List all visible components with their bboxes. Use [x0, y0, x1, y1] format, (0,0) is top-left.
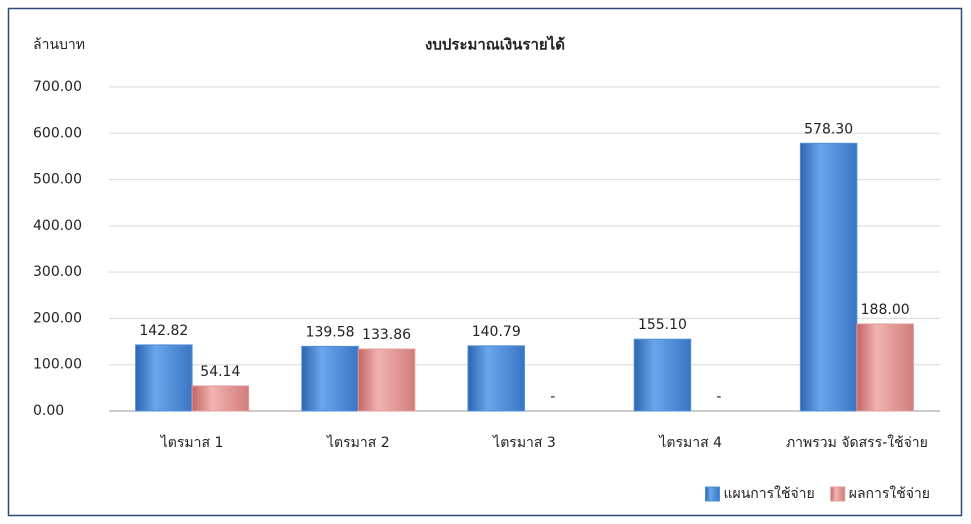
bar — [856, 323, 914, 412]
bar — [633, 338, 692, 412]
bar — [799, 142, 858, 412]
x-tick-label: ไตรมาส 2 — [326, 434, 390, 451]
bar — [301, 345, 359, 412]
legend-swatch — [830, 486, 846, 502]
chart-title: งบประมาณเงินรายได้ — [425, 35, 565, 54]
bar — [191, 385, 250, 412]
data-label: 133.86 — [362, 327, 411, 343]
data-label: - — [716, 389, 721, 405]
y-tick-label: 600.00 — [33, 125, 82, 141]
y-tick-label: 400.00 — [33, 218, 82, 234]
bar — [135, 344, 193, 412]
legend-label: แผนการใช้จ่าย — [723, 485, 814, 502]
data-label: 140.79 — [472, 324, 521, 340]
data-label: 139.58 — [306, 324, 355, 340]
bar — [357, 348, 416, 412]
data-label: - — [550, 389, 555, 405]
data-label: 188.00 — [861, 302, 910, 318]
data-label: 155.10 — [638, 317, 687, 333]
x-tick-label: ไตรมาส 3 — [492, 434, 556, 451]
x-tick-label: ไตรมาส 4 — [658, 434, 722, 451]
x-tick-label: ภาพรวม จัดสรร-ใช้จ่าย — [786, 434, 928, 451]
x-tick-label: ไตรมาส 1 — [160, 434, 224, 451]
y-tick-label: 500.00 — [33, 172, 82, 188]
data-label: 54.14 — [200, 364, 240, 380]
bar — [467, 345, 526, 412]
legend-swatch — [704, 486, 720, 502]
data-label: 578.30 — [804, 121, 853, 137]
y-tick-label: 300.00 — [33, 264, 82, 280]
y-tick-label: 100.00 — [33, 357, 82, 373]
data-label: 142.82 — [139, 323, 188, 339]
y-axis-label: ล้านบาท — [33, 37, 85, 53]
y-tick-label: 700.00 — [33, 79, 82, 95]
y-tick-label: 200.00 — [33, 310, 82, 326]
y-tick-label: 0.00 — [33, 403, 64, 419]
legend-label: ผลการใช้จ่าย — [849, 485, 930, 502]
